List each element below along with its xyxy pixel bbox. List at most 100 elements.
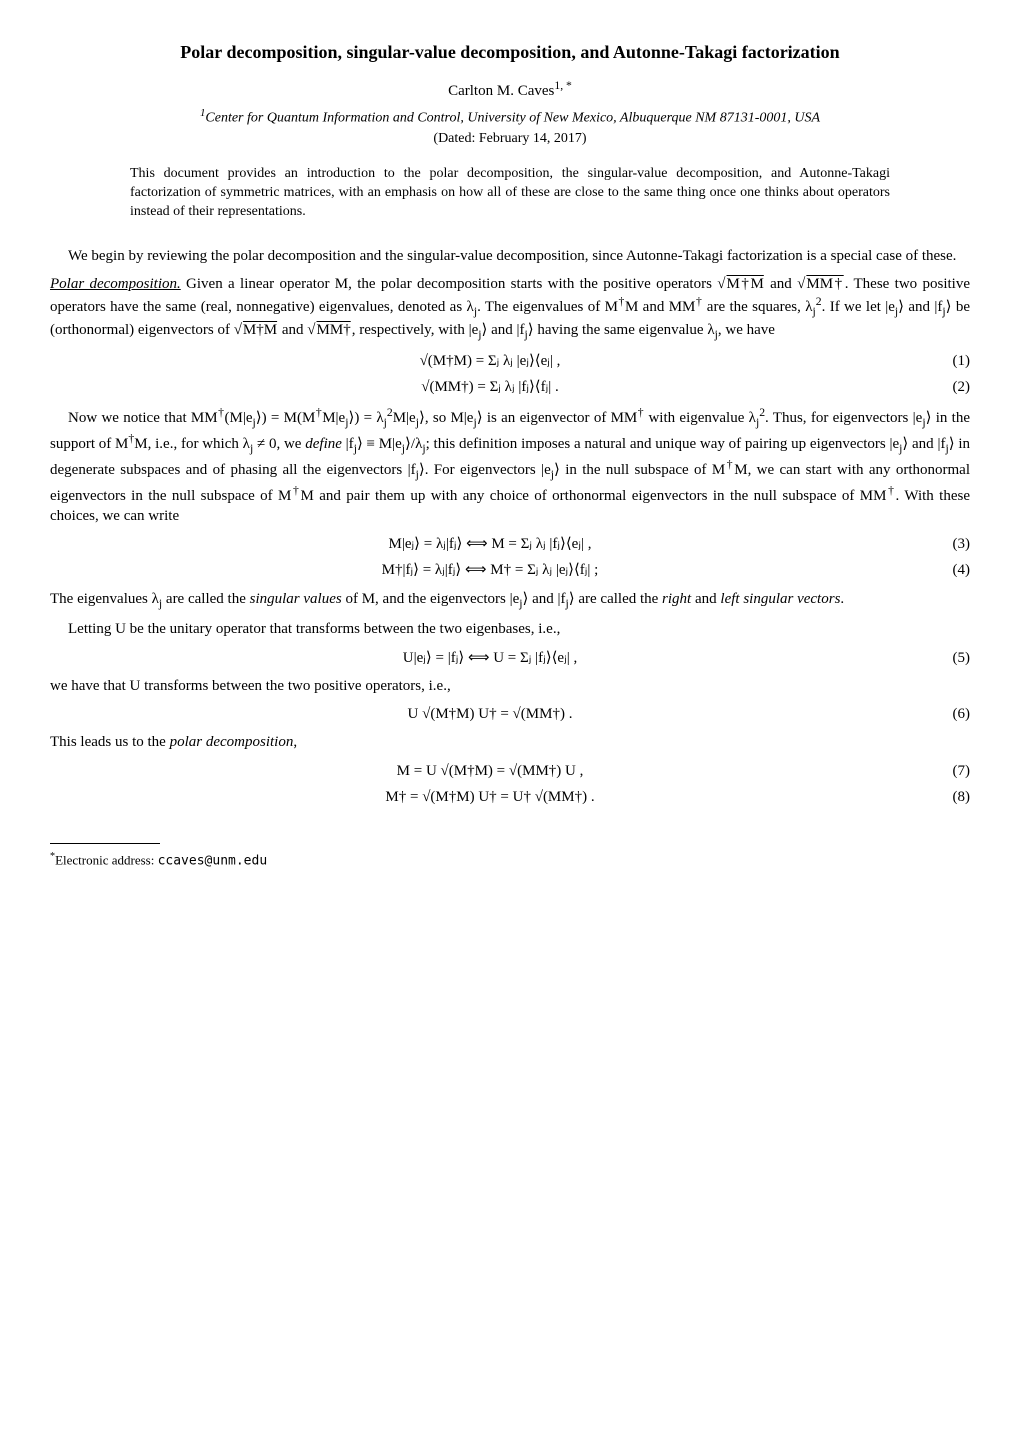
equation-content: U √(M†M) U† = √(MM†) . [50, 704, 930, 724]
equation-content: U|eⱼ⟩ = |fⱼ⟩ ⟺ U = Σⱼ |fⱼ⟩⟨eⱼ| , [50, 648, 930, 668]
left-term: left [720, 591, 739, 607]
dagger: † [886, 484, 895, 497]
polar-decomposition-paragraph: Polar decomposition. Given a linear oper… [50, 274, 970, 343]
equation-number: (5) [930, 648, 970, 668]
text: ⟩ is an eigenvector of MM [477, 410, 638, 426]
sqrt-mmd: MM† [797, 276, 845, 292]
author-sup: 1, * [554, 79, 572, 92]
text: with eigenvalue λ [644, 410, 756, 426]
polar-decomposition-term: polar decomposition [170, 734, 294, 750]
text: (M|e [225, 410, 253, 426]
text: Now we notice that MM [68, 410, 218, 426]
text: are the squares, λ [702, 299, 812, 315]
equation-3: M|eⱼ⟩ = λⱼ|fⱼ⟩ ⟺ M = Σⱼ λⱼ |fⱼ⟩⟨eⱼ| , (3… [50, 534, 970, 554]
equation-number: (7) [930, 761, 970, 781]
text: ≠ 0, we [253, 436, 305, 452]
affiliation: 1Center for Quantum Information and Cont… [50, 106, 970, 129]
text: M and pair them up with any choice of or… [301, 488, 887, 504]
text: ⟩ and |f [902, 436, 945, 452]
dagger: † [725, 458, 734, 471]
footnote-text: Electronic address: [55, 853, 158, 868]
text: ⟩ and |f [898, 299, 942, 315]
footnote: *Electronic address: ccaves@unm.edu [50, 850, 970, 870]
singular-values-paragraph: The eigenvalues λj are called the singul… [50, 589, 970, 612]
equation-number: (8) [930, 787, 970, 807]
equation-number: (4) [930, 560, 970, 580]
singular-vectors-term: singular vectors [743, 591, 840, 607]
text: Given a linear operator M, the polar dec… [181, 276, 718, 292]
text: M|e [393, 410, 416, 426]
text: This leads us to the [50, 734, 170, 750]
text: and [691, 591, 720, 607]
intro-paragraph: We begin by reviewing the polar decompos… [50, 246, 970, 266]
equation-number: (2) [930, 377, 970, 397]
equation-1: √(M†M) = Σⱼ λⱼ |eⱼ⟩⟨eⱼ| , (1) [50, 351, 970, 371]
eigenvector-paragraph: Now we notice that MM†(M|ej⟩) = M(M†M|ej… [50, 405, 970, 526]
sqrt-mdm: M†M [234, 322, 278, 338]
text: M and MM [625, 299, 695, 315]
text: . [840, 591, 844, 607]
equation-4: M†|fⱼ⟩ = λⱼ|fⱼ⟩ ⟺ M† = Σⱼ λⱼ |eⱼ⟩⟨fⱼ| ; … [50, 560, 970, 580]
text: . If we let |e [822, 299, 895, 315]
text: The eigenvalues λ [50, 591, 159, 607]
polar-decomp-lead: This leads us to the polar decomposition… [50, 732, 970, 752]
dagger: † [618, 295, 625, 308]
text: ⟩ and |f [522, 591, 565, 607]
equation-8: M† = √(M†M) U† = U† √(MM†) . (8) [50, 787, 970, 807]
text: , respectively, with |e [352, 322, 479, 338]
text: . Thus, for eigenvectors |e [765, 410, 922, 426]
equation-content: M† = √(M†M) U† = U† √(MM†) . [50, 787, 930, 807]
text: ⟩) = λ [348, 410, 383, 426]
text: ⟩) = M(M [256, 410, 316, 426]
text: and [278, 322, 307, 338]
equation-5: U|eⱼ⟩ = |fⱼ⟩ ⟺ U = Σⱼ |fⱼ⟩⟨eⱼ| , (5) [50, 648, 970, 668]
text: ⟩ in the null subspace of M [554, 462, 725, 478]
text: ; this definition imposes a natural and … [426, 436, 900, 452]
text: ⟩/λ [405, 436, 422, 452]
footnote-email: ccaves@unm.edu [158, 854, 268, 869]
text: ⟩ and |f [482, 322, 525, 338]
unitary-paragraph: Letting U be the unitary operator that t… [50, 619, 970, 639]
equation-content: √(MM†) = Σⱼ λⱼ |fⱼ⟩⟨fⱼ| . [50, 377, 930, 397]
define-word: define [305, 436, 342, 452]
text: , we have [718, 322, 775, 338]
text: of M, and the eigenvectors |e [342, 591, 520, 607]
equation-number: (1) [930, 351, 970, 371]
author-name: Carlton M. Caves [448, 83, 554, 99]
text: , [293, 734, 297, 750]
equation-content: M|eⱼ⟩ = λⱼ|fⱼ⟩ ⟺ M = Σⱼ λⱼ |fⱼ⟩⟨eⱼ| , [50, 534, 930, 554]
singular-values-term: singular values [250, 591, 342, 607]
text: |f [342, 436, 354, 452]
text: and [765, 276, 797, 292]
text: ⟩. For eigenvectors |e [419, 462, 551, 478]
equation-2: √(MM†) = Σⱼ λⱼ |fⱼ⟩⟨fⱼ| . (2) [50, 377, 970, 397]
equation-7: M = U √(M†M) = √(MM†) U , (7) [50, 761, 970, 781]
text: ⟩ having the same eigenvalue λ [528, 322, 715, 338]
transform-paragraph: we have that U transforms between the tw… [50, 676, 970, 696]
sqrt-mdm: M†M [717, 276, 765, 292]
equation-content: M†|fⱼ⟩ = λⱼ|fⱼ⟩ ⟺ M† = Σⱼ λⱼ |eⱼ⟩⟨fⱼ| ; [50, 560, 930, 580]
text: ⟩, so M|e [419, 410, 474, 426]
paper-title: Polar decomposition, singular-value deco… [50, 40, 970, 64]
equation-number: (3) [930, 534, 970, 554]
polar-heading: Polar decomposition. [50, 276, 181, 292]
text: M, i.e., for which λ [134, 436, 250, 452]
equation-6: U √(M†M) U† = √(MM†) . (6) [50, 704, 970, 724]
dagger: † [218, 406, 225, 419]
text: ⟩ ≡ M|e [357, 436, 402, 452]
text: are called the [162, 591, 249, 607]
abstract: This document provides an introduction t… [130, 165, 890, 222]
dagger: † [291, 484, 300, 497]
equation-content: M = U √(M†M) = √(MM†) U , [50, 761, 930, 781]
equation-number: (6) [930, 704, 970, 724]
text: . The eigenvalues of M [477, 299, 618, 315]
dated-line: (Dated: February 14, 2017) [50, 130, 970, 149]
text: ⟩ are called the [569, 591, 662, 607]
equation-content: √(M†M) = Σⱼ λⱼ |eⱼ⟩⟨eⱼ| , [50, 351, 930, 371]
affiliation-text: Center for Quantum Information and Contr… [205, 110, 820, 125]
footnote-separator [50, 843, 160, 844]
sqrt-mmd: MM† [307, 322, 351, 338]
right-term: right [662, 591, 691, 607]
text: M|e [322, 410, 345, 426]
author-line: Carlton M. Caves1, * [50, 78, 970, 101]
